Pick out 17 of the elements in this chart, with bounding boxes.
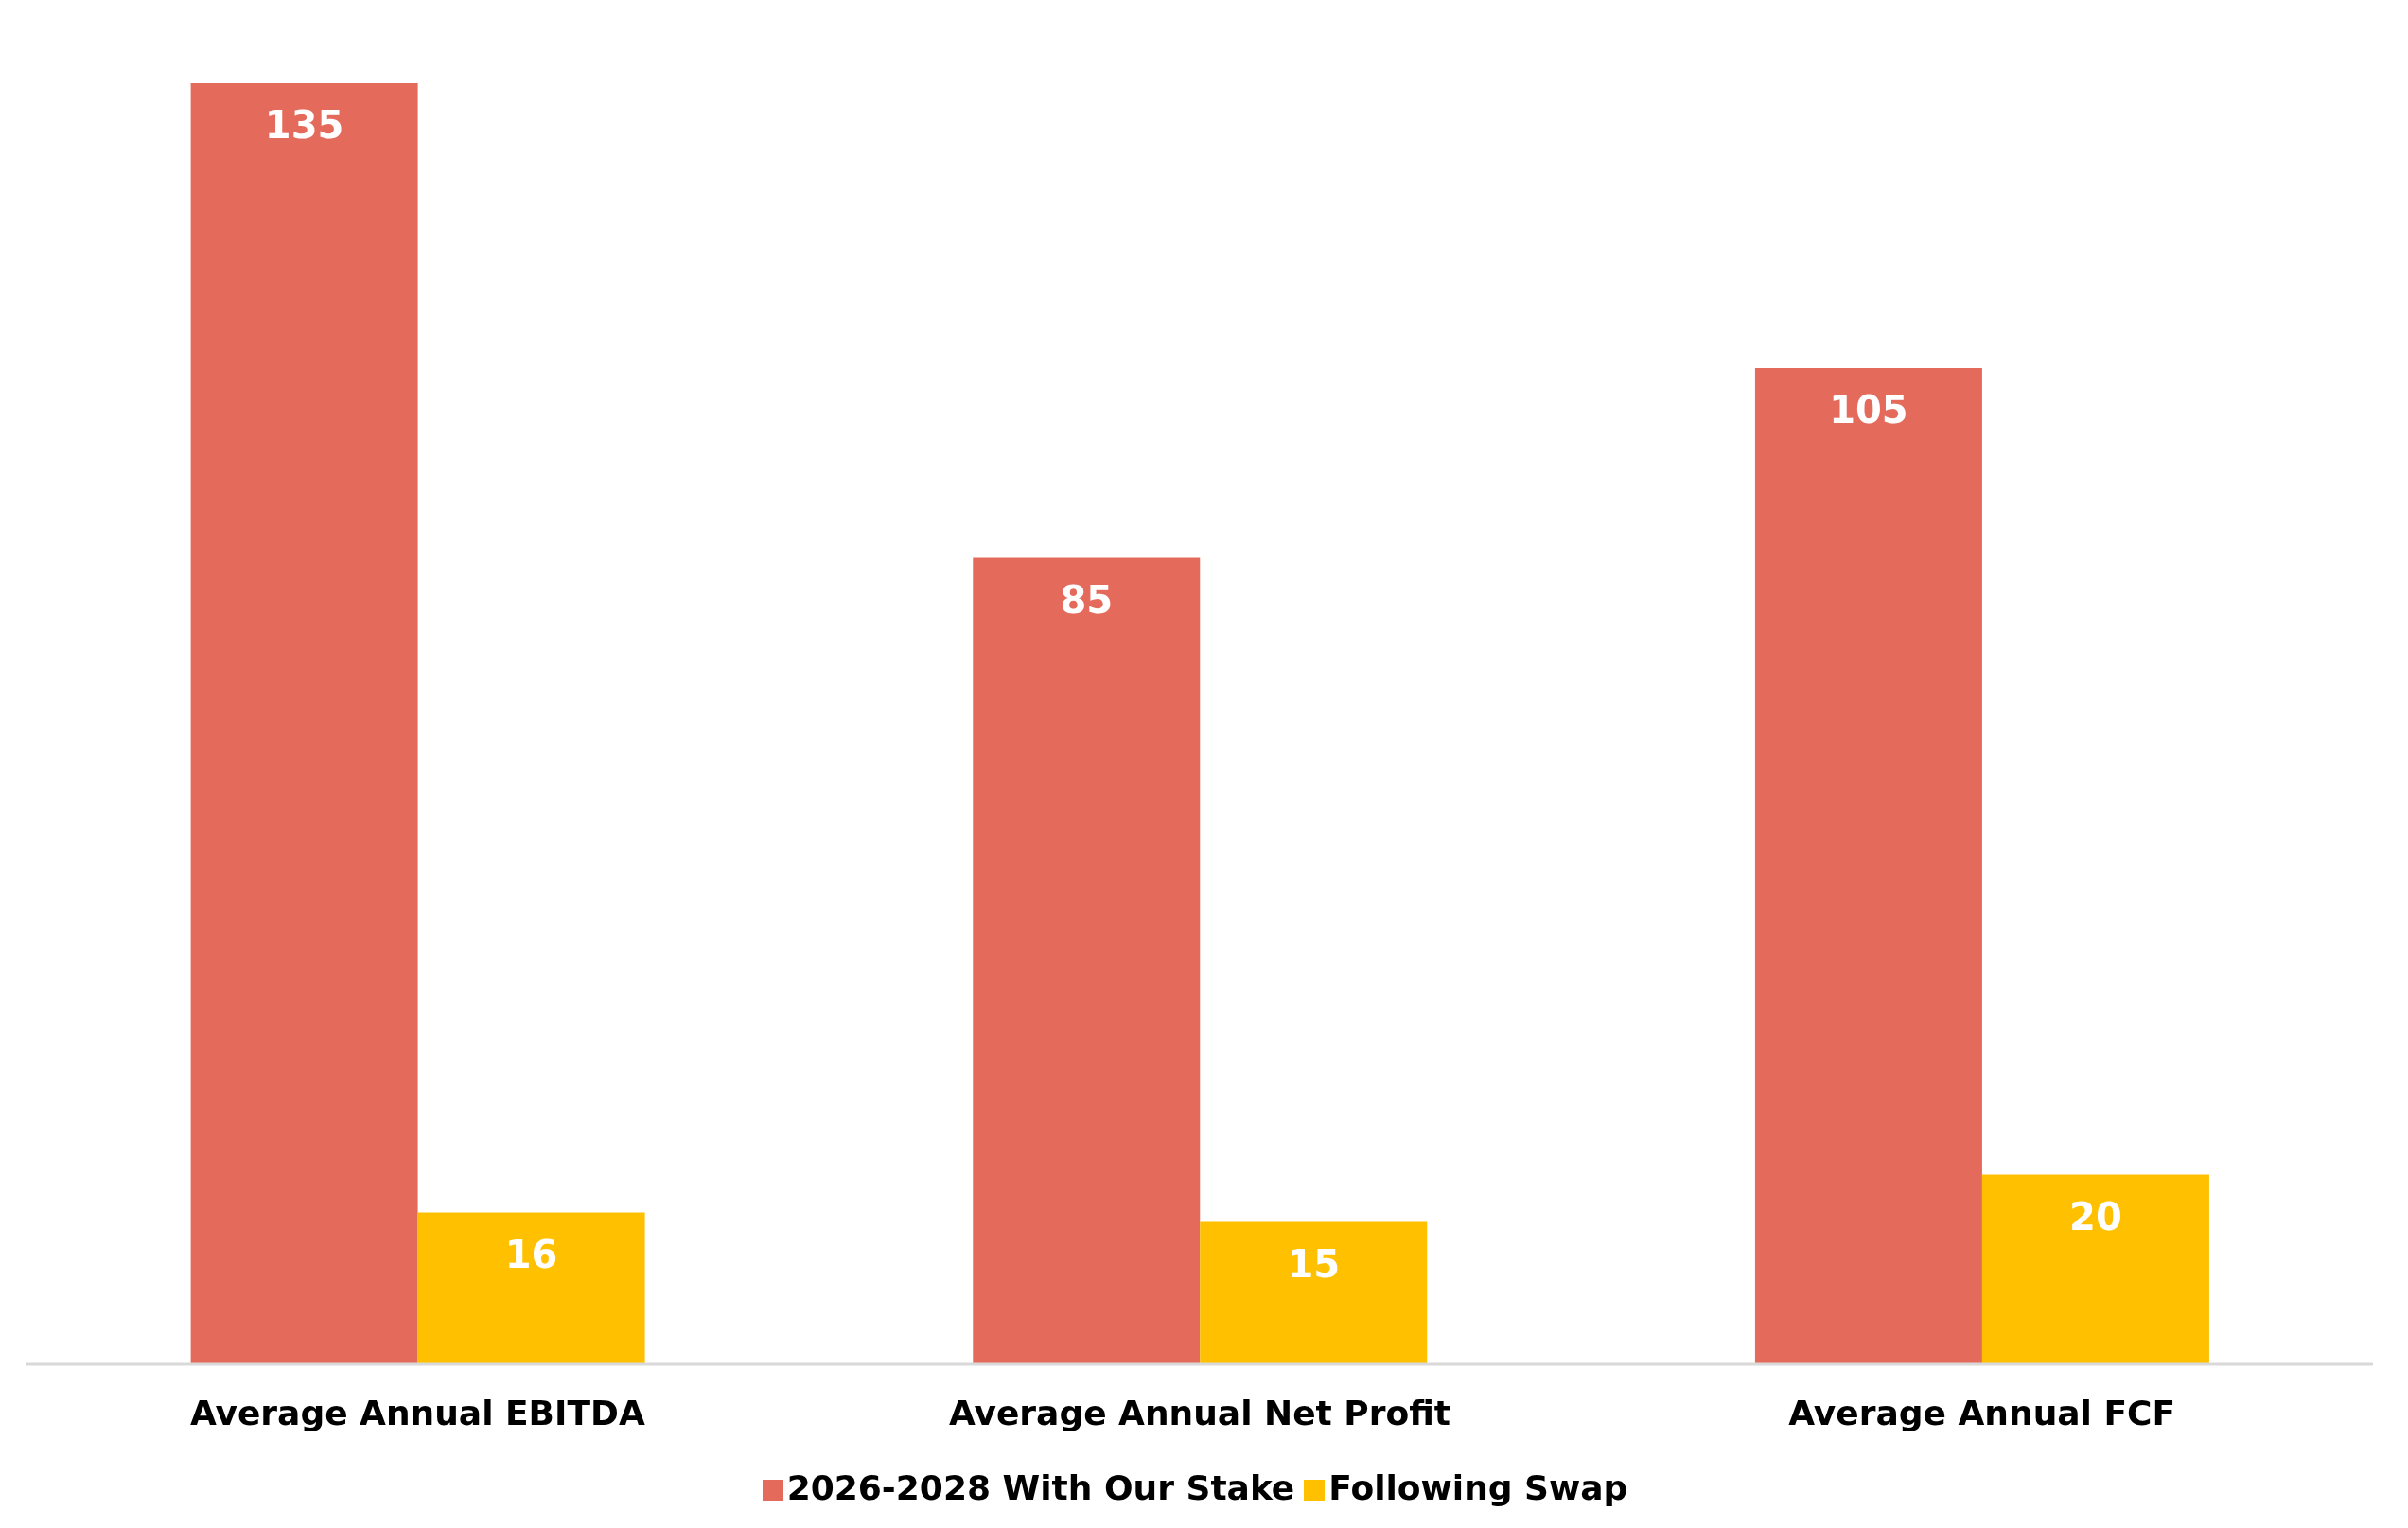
data-label: 135 bbox=[264, 103, 344, 148]
data-label: 15 bbox=[1287, 1241, 1341, 1286]
legend-label: 2026-2028 With Our Stake bbox=[786, 1468, 1295, 1507]
bar bbox=[1754, 367, 1982, 1364]
data-label: 16 bbox=[504, 1232, 558, 1276]
bar bbox=[190, 83, 418, 1364]
bar bbox=[1981, 1174, 2209, 1364]
x-tick-label: Average Annual EBITDA bbox=[189, 1393, 645, 1432]
data-label: 85 bbox=[1060, 577, 1114, 622]
x-tick-label: Average Annual FCF bbox=[1788, 1393, 2176, 1432]
x-tick-label: Average Annual Net Profit bbox=[948, 1393, 1451, 1432]
legend-label: Following Swap bbox=[1328, 1468, 1628, 1507]
bar bbox=[1200, 1221, 1428, 1364]
bar bbox=[973, 557, 1201, 1364]
bar bbox=[417, 1212, 645, 1364]
data-label: 20 bbox=[2069, 1194, 2122, 1238]
data-label: 105 bbox=[1829, 388, 1908, 432]
